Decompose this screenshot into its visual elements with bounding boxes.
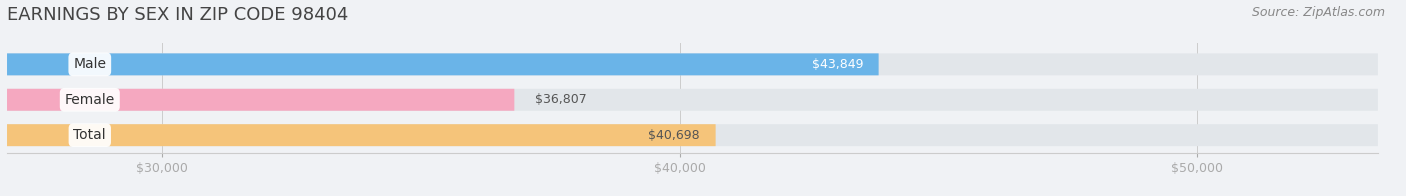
Text: Total: Total xyxy=(73,128,105,142)
FancyBboxPatch shape xyxy=(7,89,515,111)
Text: Source: ZipAtlas.com: Source: ZipAtlas.com xyxy=(1251,6,1385,19)
Text: Female: Female xyxy=(65,93,115,107)
FancyBboxPatch shape xyxy=(7,124,716,146)
Text: $40,698: $40,698 xyxy=(648,129,700,142)
FancyBboxPatch shape xyxy=(7,124,1378,146)
Text: EARNINGS BY SEX IN ZIP CODE 98404: EARNINGS BY SEX IN ZIP CODE 98404 xyxy=(7,6,349,24)
FancyBboxPatch shape xyxy=(7,89,1378,111)
FancyBboxPatch shape xyxy=(7,53,1378,75)
Text: $43,849: $43,849 xyxy=(811,58,863,71)
FancyBboxPatch shape xyxy=(7,53,879,75)
Text: Male: Male xyxy=(73,57,107,71)
Text: $36,807: $36,807 xyxy=(536,93,586,106)
